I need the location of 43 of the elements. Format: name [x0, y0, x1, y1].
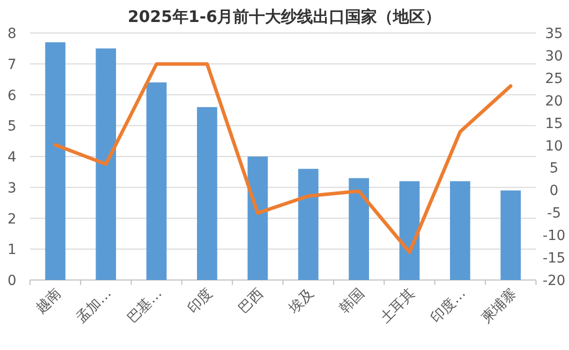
y-tick-label: 5 [8, 118, 16, 135]
bar [146, 82, 167, 280]
bar [450, 181, 470, 280]
x-tick-label: 孟加… [74, 286, 115, 327]
y-tick-label: 7 [8, 56, 16, 73]
y-tick-label: 8 [8, 26, 16, 42]
bar [298, 168, 318, 280]
y2-tick-label: -20 [542, 273, 566, 289]
y2-tick-label: -10 [542, 228, 566, 244]
y-tick-label: 0 [8, 273, 16, 289]
x-tick-label: 土耳其 [377, 286, 418, 327]
y2-tick-label: 20 [545, 93, 563, 110]
y2-tick-label: 0 [550, 183, 558, 200]
x-tick-label: 越南 [33, 286, 64, 317]
bar [348, 178, 370, 280]
y-tick-label: 2 [8, 211, 16, 228]
x-tick-label: 印度 [184, 286, 216, 317]
y2-tick-label: 5 [550, 160, 558, 177]
y2-tick-label: 10 [545, 138, 563, 154]
bar [45, 42, 66, 280]
y-tick-label: 1 [8, 242, 16, 258]
y2-tick-label: -15 [542, 250, 566, 267]
y2-tick-label: 30 [545, 48, 563, 64]
bar [500, 190, 521, 280]
y2-tick-label: 15 [545, 116, 563, 132]
y-tick-label: 4 [8, 150, 17, 166]
bar [196, 107, 218, 280]
x-tick-label: 埃及 [285, 286, 318, 318]
bar [96, 48, 116, 280]
y2-tick-label: 25 [545, 70, 563, 87]
x-tick-label: 巴西 [235, 286, 267, 317]
y2-tick-label: 35 [545, 26, 563, 42]
bar [399, 181, 420, 280]
x-tick-label: 柬埔寨 [478, 286, 520, 327]
x-tick-label: 巴基… [124, 286, 166, 327]
chart-title: 2025年1-6月前十大纱线出口国家（地区） [128, 7, 442, 26]
y-tick-label: 6 [8, 88, 17, 104]
y2-tick-label: -5 [547, 206, 561, 222]
x-tick-label: 印度… [428, 286, 469, 327]
y-tick-label: 3 [8, 180, 16, 196]
x-tick-label: 韩国 [336, 286, 368, 317]
bar [248, 156, 268, 280]
line-series [54, 62, 512, 254]
